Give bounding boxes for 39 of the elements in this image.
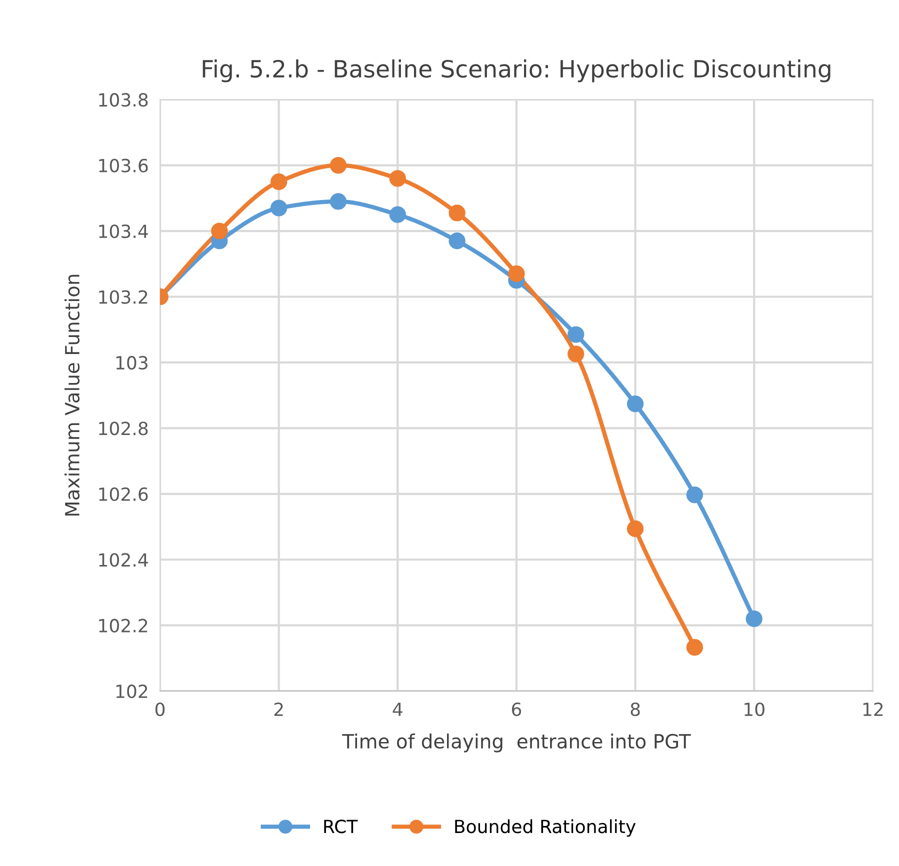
y-tick-label: 102.8 <box>99 422 148 436</box>
x-tick-label: 6 <box>512 702 522 716</box>
chart-title: Fig. 5.2.b - Baseline Scenario: Hyperbolic Discounting <box>202 59 830 82</box>
point <box>626 520 644 538</box>
point <box>270 173 288 190</box>
point <box>389 206 406 223</box>
point <box>448 204 466 222</box>
x-tick-label: 2 <box>274 702 283 716</box>
y-tick-label: 103.4 <box>99 224 148 238</box>
x-axis-title: Time of delaying entrance into PGT <box>342 734 691 752</box>
point <box>568 326 584 343</box>
x-tick-label: 4 <box>392 702 402 716</box>
y-tick-label: 103.8 <box>99 93 148 107</box>
point <box>508 265 525 282</box>
point <box>746 610 762 628</box>
point <box>330 156 347 174</box>
y-tick-label: 102.2 <box>99 618 148 632</box>
x-tick-label: 10 <box>744 702 764 716</box>
legend-label: Bounded Rationality <box>455 819 636 837</box>
legend-label: RCT <box>324 820 358 834</box>
y-tick-label: 102 <box>116 684 148 698</box>
y-tick-label: 103.2 <box>99 290 148 304</box>
y-tick-label: 102.6 <box>99 487 148 502</box>
x-tick-label: 12 <box>863 702 883 716</box>
point <box>626 396 644 412</box>
y-tick-label: 103 <box>116 356 148 370</box>
point <box>686 639 704 656</box>
point <box>686 486 704 504</box>
point <box>389 170 406 187</box>
y-tick-label: 103.6 <box>99 158 148 172</box>
point <box>568 346 584 362</box>
point <box>211 222 228 240</box>
x-tick-label: 0 <box>155 702 165 716</box>
point <box>270 200 288 216</box>
point <box>330 193 347 210</box>
y-axis-title: Maximum Value Function <box>64 274 80 516</box>
y-tick-label: 102.4 <box>99 553 148 567</box>
point <box>448 232 466 250</box>
x-tick-label: 8 <box>630 702 640 716</box>
